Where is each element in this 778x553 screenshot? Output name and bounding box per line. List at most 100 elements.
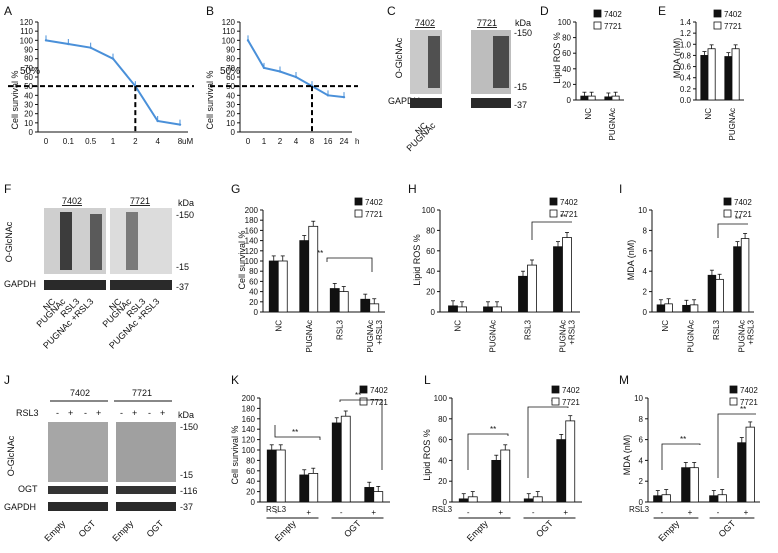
y-tick-label: 10 (638, 206, 647, 215)
x-tick-label: 4 (155, 137, 160, 146)
x-tick-label: PUGNAc (686, 320, 695, 352)
x-tick-label: NC (584, 108, 593, 120)
panel-j-row-oglcnac: O-GlcNAc (6, 435, 16, 476)
y-tick-label: 110 (20, 27, 33, 36)
x-tick-label: 1 (111, 137, 116, 146)
bar-7402 (268, 260, 279, 313)
panel-j-blot: 7402 7721 RSL3 - + - + - + - + kDa O-Glc… (4, 388, 198, 543)
panel-a-unit: uM (182, 137, 193, 146)
y-tick-label: 4 (639, 456, 644, 465)
panel-i-ylabel: MDA (nM) (626, 240, 636, 281)
bar-7721 (527, 264, 537, 313)
y-tick-label: 100 (20, 36, 34, 45)
y-tick-label: 120 (242, 436, 256, 445)
bar-7721 (369, 303, 380, 313)
panel-f-kda: kDa (178, 198, 194, 208)
group-label: Empty (465, 518, 490, 543)
panel-f-row-oglcnac: O-GlcNAc (4, 221, 14, 262)
panel-f-blot-7721 (110, 208, 172, 274)
y-tick-label: 120 (245, 247, 259, 256)
panel-m-sig-ogt: ** (740, 405, 746, 414)
bar-7721 (664, 303, 673, 313)
y-tick-label: 120 (222, 18, 236, 27)
panel-f-band-pugnac-7721 (126, 212, 138, 270)
bar-7721 (532, 496, 543, 503)
panel-j-mark-15: -15 (180, 470, 193, 480)
legend-label-7721: 7721 (370, 398, 388, 407)
y-tick-label: 60 (562, 49, 571, 58)
panel-a-ylabel: Cell survival % (10, 70, 20, 129)
bar-7721 (275, 449, 286, 503)
panel-j-signs: - + - + - + - + (56, 408, 165, 418)
panel-b-fifty-label: 50% (220, 66, 240, 77)
x-tick-label: 1 (262, 137, 267, 146)
bar-7402 (266, 449, 277, 503)
panel-f-line-7721: 7721 (130, 196, 150, 206)
y-tick-label: 110 (222, 27, 235, 36)
y-tick-label: 60 (249, 277, 258, 286)
bar-7721 (492, 306, 502, 313)
legend-label-7402: 7402 (604, 10, 622, 19)
y-tick-label: 0 (643, 308, 648, 317)
bar-7402 (681, 467, 691, 503)
legend-swatch-7721 (593, 21, 602, 30)
panel-a-fifty-label: 50% (20, 66, 40, 77)
panel-c-gapdh-7721 (471, 98, 511, 108)
x-sign-label: + (371, 508, 376, 517)
y-tick-label: 30 (24, 101, 33, 110)
y-tick-label: 100 (558, 18, 572, 27)
panel-j-ogt-7721 (116, 486, 176, 494)
y-tick-label: 20 (249, 298, 258, 307)
bar-7721 (467, 496, 478, 503)
panel-k-bracket-empty (274, 425, 321, 440)
panel-k-treat: RSL3 (266, 505, 287, 514)
x-tick-label: RSL3 (712, 319, 721, 340)
y-tick-label: 60 (426, 247, 435, 256)
panel-label-i: I (619, 182, 622, 196)
y-tick-label: 8 (643, 226, 648, 235)
panel-j-sign: + (96, 408, 101, 418)
panel-label-c: C (387, 4, 396, 18)
bar-7402 (604, 96, 613, 101)
group-label: Empty (656, 518, 681, 543)
x-tick-label: RSL3 (524, 319, 533, 340)
x-sign-label: + (563, 508, 568, 517)
x-sign-label: - (340, 508, 343, 517)
x-sign-label: + (744, 508, 749, 517)
panel-c-line-7721: 7721 (477, 18, 497, 28)
y-tick-label: 10 (634, 394, 643, 403)
y-tick-label: 40 (438, 456, 447, 465)
y-tick-label: 100 (222, 36, 236, 45)
x-tick-label: 16 (324, 137, 333, 146)
bar-7402 (737, 442, 747, 503)
y-tick-label: 1.4 (680, 18, 692, 27)
panel-h-ylabel: Lipid ROS % (412, 234, 422, 286)
data-point (44, 39, 48, 42)
x-tick-label: NC (704, 108, 713, 120)
panel-c-row-gapdh: GAPDH (388, 96, 420, 106)
series-line (247, 39, 345, 99)
group-label: OGT (717, 518, 738, 539)
panel-c-line-7402: 7402 (415, 18, 435, 28)
panel-j-sign: - (84, 408, 87, 418)
data-point (111, 57, 115, 60)
bar-7402 (682, 304, 691, 313)
panel-j-line-7721: 7721 (132, 388, 152, 398)
chart-l: 0 20 40 60 80 100 - + - + Empty OGT 7402 7721 (434, 385, 582, 543)
y-tick-label: 80 (426, 226, 435, 235)
y-tick-label: 80 (562, 34, 571, 43)
legend-label-7402: 7402 (365, 198, 383, 207)
y-tick-label: 8 (639, 415, 644, 424)
bar-7402 (556, 439, 567, 503)
x-tick-label: PUGNAc (366, 320, 375, 352)
bar-7721 (707, 48, 716, 101)
y-tick-label: 20 (246, 488, 255, 497)
y-tick-label: 140 (242, 425, 256, 434)
y-tick-label: 0 (254, 308, 259, 317)
y-tick-label: 20 (226, 110, 235, 119)
bar-7402 (483, 306, 493, 313)
y-tick-label: 200 (245, 206, 259, 215)
data-point (89, 46, 92, 49)
x-tick-label: PUGNAc (608, 108, 617, 140)
